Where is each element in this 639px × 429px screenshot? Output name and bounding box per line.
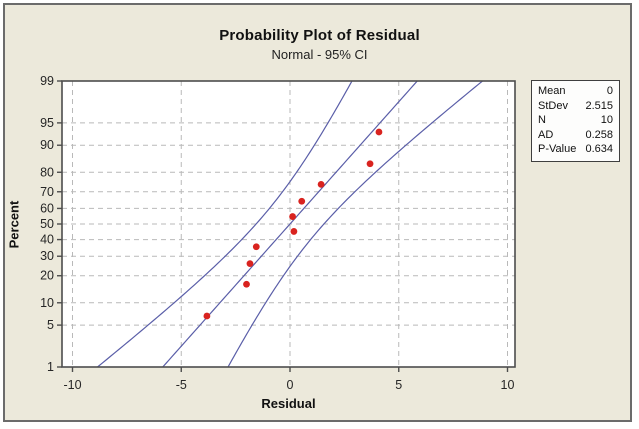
stat-row: StDev 2.515 <box>538 99 613 114</box>
y-tick-label: 40 <box>40 233 54 247</box>
stat-label: N <box>538 114 546 127</box>
stat-value: 10 <box>600 114 613 127</box>
data-point <box>252 243 260 251</box>
y-tick-label: 99 <box>40 74 54 88</box>
y-tick-label: 30 <box>40 249 54 263</box>
y-tick-label: 20 <box>40 269 54 283</box>
stats-panel: Mean 0 StDev 2.515 N 10 AD 0.258 P-Value 0.634 <box>531 80 620 162</box>
x-tick-label: 0 <box>287 378 294 392</box>
stat-value: 0.258 <box>585 128 613 141</box>
stat-value: 2.515 <box>585 99 613 112</box>
chart-subtitle: Normal - 95% CI <box>271 47 368 62</box>
y-tick-label: 50 <box>40 217 54 231</box>
y-tick-label: 95 <box>40 116 54 130</box>
y-axis-label: Percent <box>6 200 22 249</box>
x-axis-label: Residual <box>261 396 316 411</box>
x-tick-label: 10 <box>501 378 515 392</box>
data-point <box>243 280 250 288</box>
data-point <box>289 213 297 220</box>
x-tick-label: -5 <box>176 378 187 392</box>
y-tick-label: 90 <box>40 138 54 152</box>
x-tick-label: 5 <box>395 378 402 392</box>
data-point <box>203 312 211 320</box>
y-tick-label: 80 <box>40 165 54 179</box>
fit-line <box>162 80 418 368</box>
stat-label: P-Value <box>538 143 577 156</box>
ci-upper-band <box>227 80 483 368</box>
stat-label: Mean <box>538 85 566 97</box>
data-point <box>298 197 306 205</box>
x-tick-label: -10 <box>63 378 81 392</box>
y-tick-label: 1 <box>47 360 54 374</box>
y-tick-label: 70 <box>40 185 54 199</box>
ci-lower-band <box>97 80 353 368</box>
chart-title: Probability Plot of Residual <box>219 27 420 44</box>
data-point <box>246 260 254 268</box>
y-tick-label: 5 <box>47 318 54 332</box>
stat-label: AD <box>538 128 554 141</box>
y-tick-label: 60 <box>40 201 54 215</box>
data-point <box>317 180 325 188</box>
stat-value: 0 <box>606 85 613 97</box>
stat-row: AD 0.258 <box>538 128 613 143</box>
y-tick-label: 10 <box>40 296 54 310</box>
data-point <box>290 228 298 235</box>
data-point <box>375 128 383 136</box>
data-point <box>366 160 374 168</box>
stat-row: Mean 0 <box>538 84 613 99</box>
stat-label: StDev <box>538 99 568 112</box>
stat-row: P-Value 0.634 <box>538 142 613 157</box>
stat-row: N 10 <box>538 113 613 128</box>
stat-value: 0.634 <box>585 143 613 156</box>
